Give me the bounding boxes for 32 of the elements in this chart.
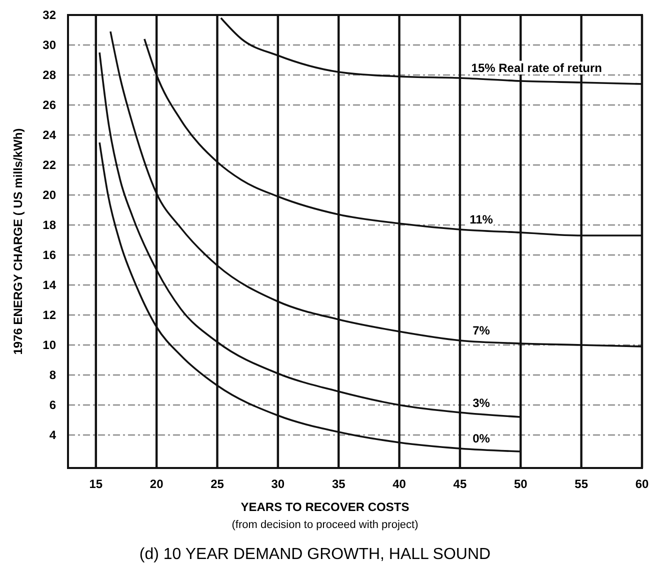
x-tick-label: 45 [453,477,467,491]
y-tick-label: 12 [42,308,56,322]
x-tick-label: 40 [392,477,406,491]
y-tick-label: 28 [42,68,56,82]
series-label: 0% [472,432,490,446]
series-label: 11% [470,212,494,227]
series-label: 7% [472,324,490,338]
x-tick-label: 30 [271,477,285,491]
y-tick-label: 8 [49,368,56,382]
y-tick-label: 26 [42,98,56,112]
x-axis-title: YEARS TO RECOVER COSTS [240,500,410,514]
y-tick-label: 24 [42,128,56,142]
y-tick-label: 30 [42,38,56,52]
x-tick-label: 55 [574,477,588,491]
y-tick-label: 22 [42,158,56,172]
text: (from decision to proceed with project) [232,519,418,531]
y-tick-label: 18 [42,218,56,232]
x-tick-label: 25 [210,477,224,491]
x-tick-label: 35 [332,477,346,491]
y-tick-label: 16 [42,248,56,262]
x-tick-label: 15 [89,477,103,491]
x-tick-label: 20 [150,477,164,491]
x-tick-label: 50 [514,477,528,491]
y-tick-label: 6 [49,398,56,412]
y-tick-label: 4 [49,428,56,442]
text: (d) 10 YEAR DEMAND GROWTH, HALL SOUND [139,546,491,563]
y-axis-title: 1976 ENERGY CHARGE ( US mills/kWh) [11,128,25,355]
y-tick-label: 32 [42,8,56,22]
x-tick-label: 60 [635,477,649,491]
y-tick-label: 14 [42,278,56,292]
y-tick-label: 10 [42,338,56,352]
y-tick-label: 20 [42,188,56,202]
